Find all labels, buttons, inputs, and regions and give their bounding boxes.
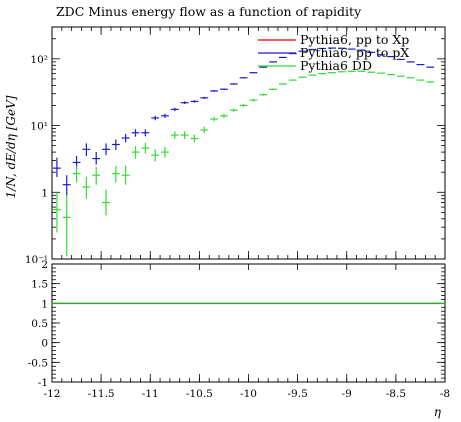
legend-item: Pythia6 DD bbox=[258, 58, 372, 73]
x-tick-label: -8 bbox=[440, 388, 450, 400]
ratio-plot-frame bbox=[51, 263, 446, 383]
ratio-axis-ticks: -12 -11.5 -11 -10.5 -10 -9.5 -9 -8.5 -8 -1 -0.5 0 0.… bbox=[28, 259, 450, 400]
y-axis-label: 1/N, dE/dη [GeV] bbox=[4, 95, 18, 198]
ratio-y-tick-label: 1.5 bbox=[31, 279, 48, 291]
series-1 bbox=[53, 47, 435, 196]
x-tick-label: -11.5 bbox=[88, 388, 115, 400]
ratio-y-tick-label: 2 bbox=[41, 259, 48, 271]
legend-label: Pythia6, pp to Xp bbox=[300, 32, 409, 47]
main-axis-ticks: 10⁻¹ 1 10¹ 10² bbox=[25, 26, 446, 266]
y-tick-label: 10² bbox=[30, 54, 48, 66]
series-layer bbox=[53, 47, 435, 257]
ratio-y-tick-label: 0 bbox=[41, 338, 48, 350]
x-tick-label: -11 bbox=[142, 388, 159, 400]
legend-label: Pythia6 DD bbox=[300, 58, 372, 73]
ratio-y-tick-label: 0.5 bbox=[31, 318, 48, 330]
ratio-y-tick-label: -1 bbox=[38, 377, 48, 389]
x-tick-label: -8.5 bbox=[386, 388, 406, 400]
x-tick-label: -9.5 bbox=[288, 388, 308, 400]
legend-item: Pythia6, pp to Xp bbox=[258, 32, 409, 47]
ratio-y-tick-label: -0.5 bbox=[28, 357, 48, 369]
x-axis-label: η bbox=[434, 405, 442, 419]
chart-title: ZDC Minus energy flow as a function of r… bbox=[56, 4, 362, 19]
main-plot-frame bbox=[51, 26, 446, 260]
legend-label: Pythia6, pp to pX bbox=[300, 45, 409, 60]
x-tick-label: -12 bbox=[44, 388, 61, 400]
x-tick-label: -10.5 bbox=[186, 388, 213, 400]
y-tick-label: 10¹ bbox=[30, 121, 48, 133]
series-2 bbox=[53, 70, 435, 257]
ratio-y-tick-label: 1 bbox=[41, 298, 48, 310]
x-tick-label: -10 bbox=[240, 388, 257, 400]
y-tick-label: 10⁻¹ bbox=[25, 254, 48, 266]
y-tick-label: 1 bbox=[41, 187, 48, 199]
legend-item: Pythia6, pp to pX bbox=[258, 45, 409, 60]
x-tick-label: -9 bbox=[342, 388, 352, 400]
